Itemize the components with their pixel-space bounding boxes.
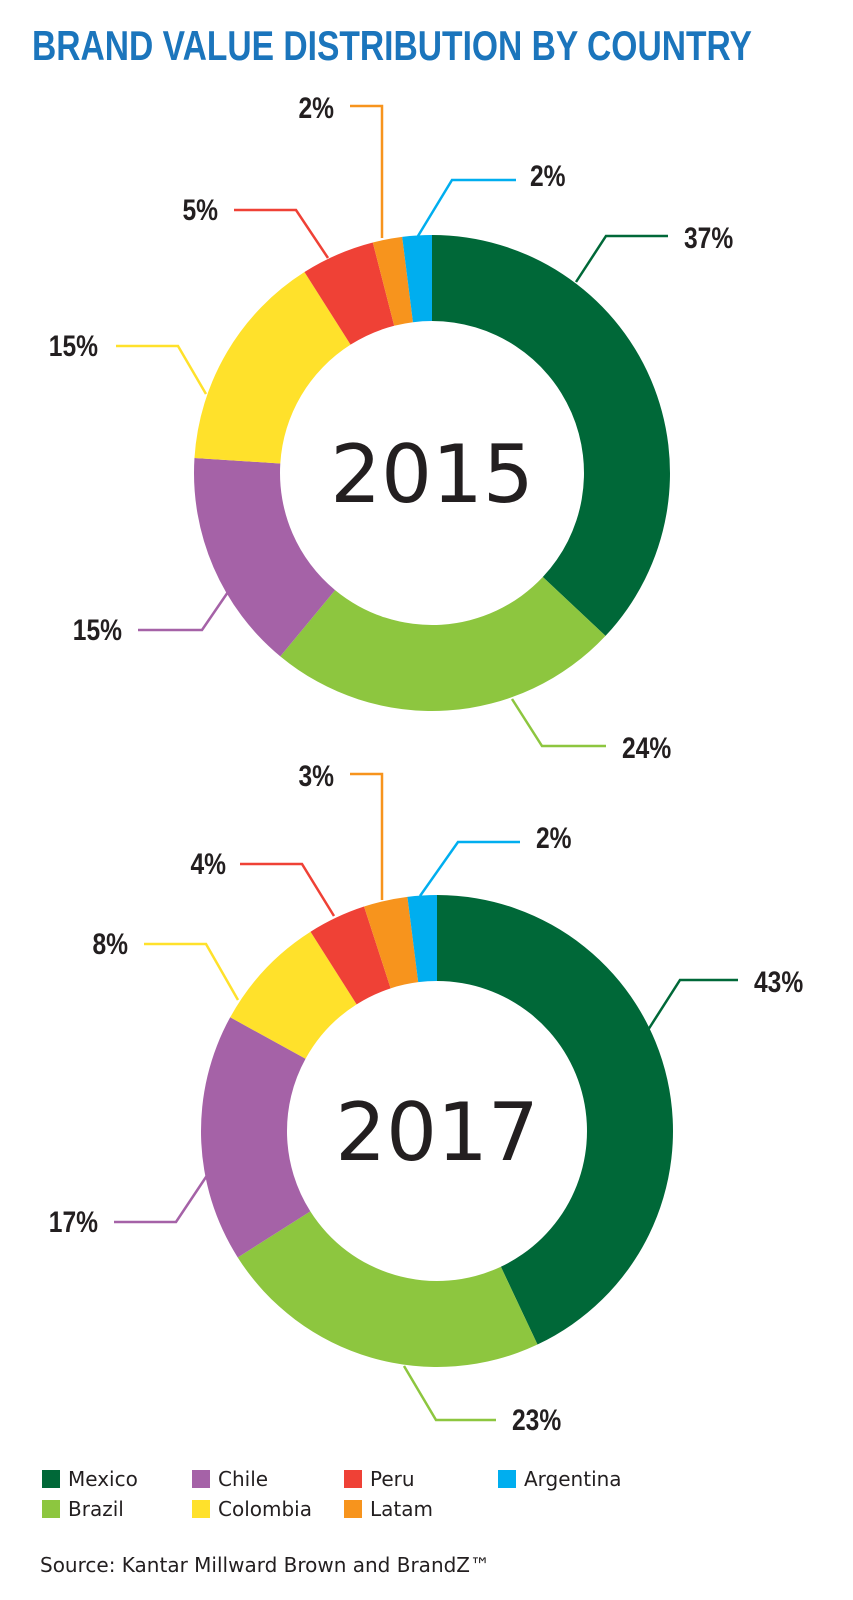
- legend-item-brazil: Brazil: [42, 1497, 124, 1521]
- data-label-2015-latam: 2%: [298, 91, 334, 125]
- legend-swatch-mexico: [42, 1470, 60, 1488]
- slice-2017-chile: [200, 1017, 311, 1258]
- data-label-2015-peru: 5%: [182, 193, 218, 227]
- legend-item-latam: Latam: [344, 1497, 433, 1521]
- leader-line-2017-colombia: [144, 942, 240, 1001]
- legend-swatch-latam: [344, 1500, 362, 1518]
- data-label-2017-mexico: 43%: [754, 965, 803, 999]
- data-label-2015-colombia: 15%: [49, 329, 98, 363]
- leader-line-2015-mexico: [574, 234, 668, 283]
- data-label-2017-argentina: 2%: [536, 821, 572, 855]
- legend-label: Chile: [218, 1467, 269, 1491]
- legend-swatch-brazil: [42, 1500, 60, 1518]
- leader-line-2015-argentina: [416, 178, 516, 237]
- data-label-2015-chile: 15%: [73, 613, 122, 647]
- leader-line-2017-mexico: [646, 978, 738, 1031]
- leader-line-2017-latam: [350, 772, 384, 900]
- slice-2015-colombia: [194, 272, 351, 464]
- donut-center-year-2017: 2017: [335, 1086, 539, 1179]
- slice-2017-mexico: [437, 895, 673, 1345]
- legend-swatch-peru: [344, 1470, 362, 1488]
- data-label-2017-colombia: 8%: [92, 927, 128, 961]
- donut-chart-2015: 37% 24% 15% 15% 5% 2% 2% 2015: [49, 91, 733, 765]
- slice-2017-colombia: [230, 931, 357, 1059]
- slice-2017-brazil: [237, 1211, 538, 1367]
- slice-2017-argentina: [407, 895, 437, 983]
- data-label-2015-argentina: 2%: [530, 159, 566, 193]
- slice-2017-peru: [310, 906, 391, 1005]
- slice-2015-chile: [194, 458, 336, 657]
- legend-swatch-argentina: [498, 1470, 516, 1488]
- data-label-2017-brazil: 23%: [512, 1403, 561, 1437]
- legend-swatch-colombia: [192, 1500, 210, 1518]
- legend-label: Latam: [370, 1497, 433, 1521]
- data-label-2017-peru: 4%: [190, 847, 226, 881]
- leader-line-2017-argentina: [418, 840, 520, 897]
- data-label-2015-brazil: 24%: [622, 731, 671, 765]
- leader-line-2015-colombia: [116, 344, 208, 395]
- legend-item-chile: Chile: [192, 1467, 268, 1491]
- slice-2015-peru: [304, 242, 395, 345]
- data-label-2017-chile: 17%: [49, 1205, 98, 1239]
- leader-line-2015-chile: [138, 591, 230, 632]
- legend-label: Brazil: [68, 1497, 124, 1521]
- leader-line-2017-brazil: [402, 1365, 496, 1422]
- slice-2015-brazil: [280, 577, 606, 711]
- data-label-2015-mexico: 37%: [684, 221, 733, 255]
- leader-line-2017-peru: [240, 862, 336, 917]
- data-label-2017-latam: 3%: [298, 759, 334, 793]
- donut-center-year-2015: 2015: [330, 428, 534, 521]
- legend-item-colombia: Colombia: [192, 1497, 312, 1521]
- leader-line-2015-peru: [234, 208, 330, 259]
- leader-line-2015-latam: [350, 104, 384, 238]
- donut-chart-2017: 43% 23% 17% 8% 4% 3% 2% 2017: [49, 759, 803, 1437]
- source-note: Source: Kantar Millward Brown and BrandZ…: [40, 1553, 491, 1577]
- slice-2015-latam: [372, 236, 413, 326]
- legend-label: Argentina: [524, 1467, 622, 1491]
- slice-2017-latam: [364, 896, 419, 989]
- legend-label: Mexico: [68, 1467, 138, 1491]
- leader-line-2017-chile: [114, 1173, 210, 1224]
- leader-line-2015-brazil: [510, 698, 606, 748]
- legend-label: Colombia: [218, 1497, 312, 1521]
- chart-title: BRAND VALUE DISTRIBUTION BY COUNTRY: [32, 22, 752, 69]
- legend-item-mexico: Mexico: [42, 1467, 138, 1491]
- slice-2015-argentina: [402, 235, 432, 323]
- donut-charts: 37% 24% 15% 15% 5% 2% 2% 2015 43% 23% 17% 8% 4% 3% 2%…: [49, 91, 803, 1437]
- legend-item-peru: Peru: [344, 1467, 415, 1491]
- slice-2015-mexico: [432, 235, 670, 636]
- legend-item-argentina: Argentina: [498, 1467, 622, 1491]
- legend-label: Peru: [370, 1467, 415, 1491]
- legend-swatch-chile: [192, 1470, 210, 1488]
